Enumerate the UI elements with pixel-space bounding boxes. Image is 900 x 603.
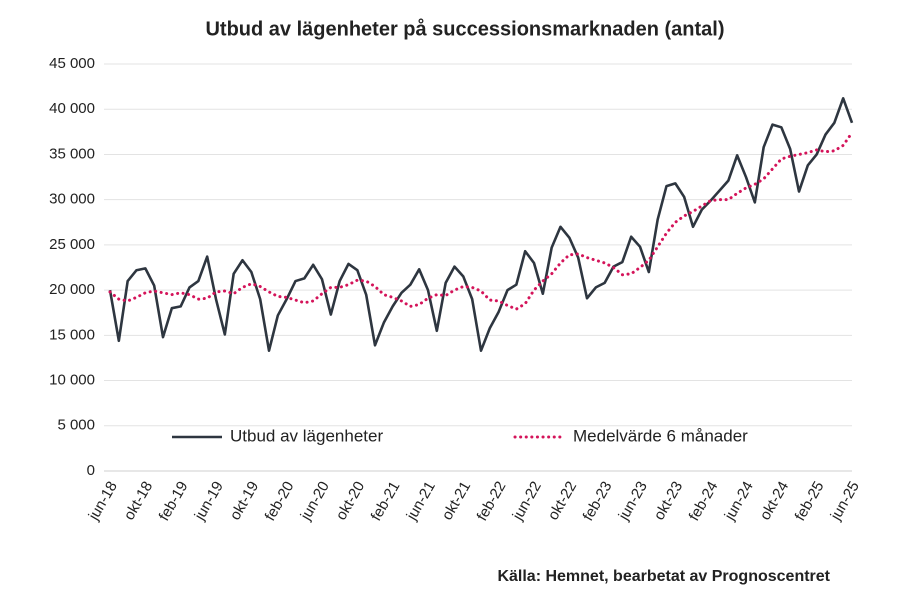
x-tick-label: okt-20: [333, 478, 369, 523]
y-tick-label: 40 000: [49, 100, 95, 117]
x-tick-label: feb-21: [368, 478, 404, 523]
x-tick-label: jun-18: [85, 478, 121, 523]
x-tick-label: feb-20: [262, 478, 298, 523]
y-tick-label: 5 000: [57, 417, 95, 434]
y-tick-label: 20 000: [49, 281, 95, 298]
source: Källa: Hemnet, bearbetat av Prognoscentr…: [497, 568, 830, 585]
x-tick-label: okt-23: [651, 478, 687, 523]
y-tick-label: 15 000: [49, 326, 95, 343]
x-tick-label: feb-24: [686, 478, 722, 523]
x-tick-label: jun-25: [827, 478, 863, 523]
series-line: [108, 97, 854, 353]
y-tick-label: 45 000: [49, 55, 95, 72]
x-tick-label: okt-21: [439, 478, 475, 523]
x-tick-label: jun-19: [191, 478, 227, 523]
x-tick-label: okt-22: [545, 478, 581, 523]
x-tick-label: jun-23: [615, 478, 651, 523]
x-tick-label: jun-24: [721, 478, 757, 523]
x-tick-label: jun-20: [297, 478, 333, 523]
legend-label: Utbud av lägenheter: [230, 426, 383, 445]
x-tick-label: okt-24: [757, 478, 793, 523]
x-tick-label: feb-25: [792, 478, 828, 523]
y-tick-label: 0: [87, 462, 95, 479]
x-tick-label: feb-22: [474, 478, 510, 523]
x-tick-label: jun-21: [403, 478, 439, 523]
chart-title: Utbud av lägenheter på successionsmarkna…: [205, 17, 724, 40]
y-tick-label: 10 000: [49, 372, 95, 389]
y-tick-label: 25 000: [49, 236, 95, 253]
x-tick-label: okt-19: [227, 478, 263, 523]
legend-label: Medelvärde 6 månader: [573, 426, 748, 445]
x-tick-label: feb-19: [156, 478, 192, 523]
x-tick-label: okt-18: [121, 478, 157, 523]
series-line: [108, 131, 854, 311]
y-tick-label: 35 000: [49, 145, 95, 162]
y-tick-label: 30 000: [49, 191, 95, 208]
x-tick-label: jun-22: [509, 478, 545, 523]
x-tick-label: feb-23: [580, 478, 616, 523]
